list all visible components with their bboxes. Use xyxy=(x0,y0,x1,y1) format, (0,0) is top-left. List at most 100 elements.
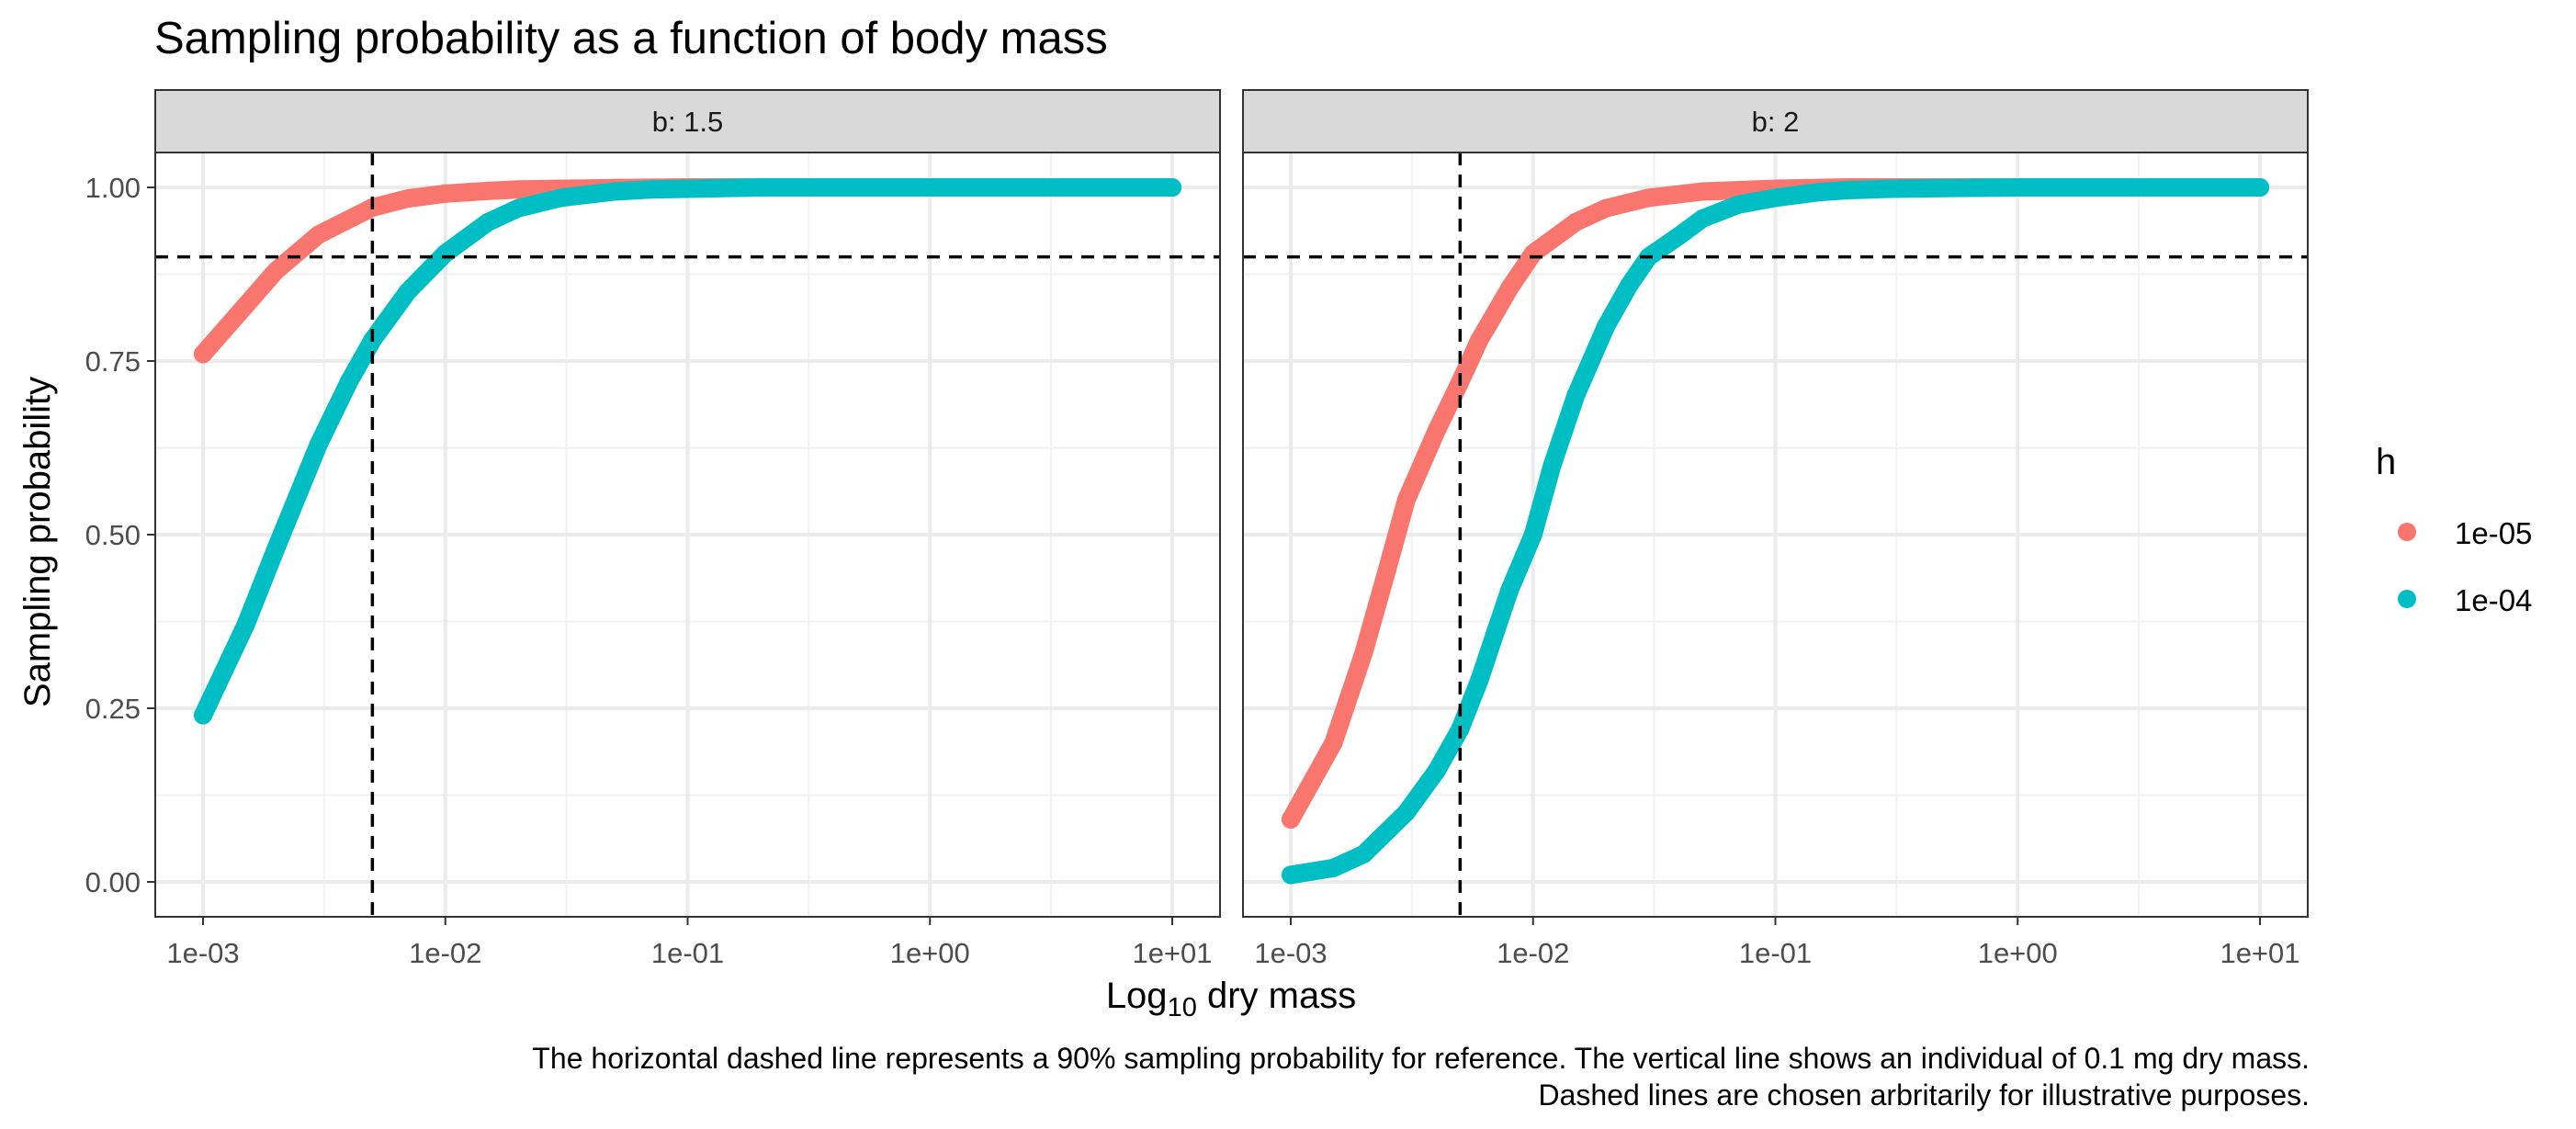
point-1e-04 xyxy=(2081,178,2100,197)
point-1e-05 xyxy=(309,225,328,244)
point-1e-05 xyxy=(1354,643,1373,662)
x-tick-label: 1e-03 xyxy=(166,937,239,969)
y-tick-label: 0.50 xyxy=(85,519,141,551)
x-tick-label: 1e-01 xyxy=(651,937,724,969)
point-1e-04 xyxy=(1620,275,1639,294)
legend-key-1e-04 xyxy=(2398,590,2416,608)
legend: h 1e-05 1e-04 xyxy=(2376,442,2532,617)
legend-key-1e-05 xyxy=(2398,523,2416,541)
point-1e-05 xyxy=(1427,421,1446,440)
point-1e-04 xyxy=(1566,386,1586,405)
x-tick-label: 1e-03 xyxy=(1254,937,1327,969)
point-1e-05 xyxy=(236,296,255,315)
x-tick-label: 1e-02 xyxy=(409,937,481,969)
point-1e-04 xyxy=(921,178,940,197)
point-1e-04 xyxy=(1427,762,1446,781)
point-1e-04 xyxy=(1881,179,1901,198)
point-1e-04 xyxy=(1486,622,1505,641)
point-1e-04 xyxy=(993,178,1012,197)
x-tick-label: 1e+01 xyxy=(2220,937,2299,969)
point-1e-04 xyxy=(266,539,286,559)
point-1e-04 xyxy=(398,282,417,301)
x-axis-label-prefix: Log xyxy=(1106,976,1168,1016)
point-1e-04 xyxy=(1935,178,1954,198)
point-1e-04 xyxy=(551,188,571,208)
x-axis-label-suffix: dry mass xyxy=(1197,976,1356,1016)
point-1e-04 xyxy=(640,180,660,199)
facet-panels: b: 1.5 1e-03 1e-02 1e-01 1e+00 1e+01 0.00 0.25 0… xyxy=(85,89,2309,969)
point-1e-04 xyxy=(1542,456,1562,475)
facet-0: b: 1.5 1e-03 1e-02 1e-01 1e+00 1e+01 0.00 0.25 0… xyxy=(85,89,1221,969)
y-tick-label: 0.75 xyxy=(85,345,141,378)
y-tick-label: 1.00 xyxy=(85,172,141,204)
point-1e-04 xyxy=(339,372,358,391)
caption-line-1: The horizontal dashed line represents a … xyxy=(532,1042,2310,1075)
facet-1: b: 2 1e-03 1e-02 1e-01 1e+00 1e+01 xyxy=(1242,89,2309,969)
facet-strip xyxy=(154,89,1221,153)
point-1e-05 xyxy=(1639,188,1658,208)
point-1e-05 xyxy=(1566,212,1586,231)
point-1e-04 xyxy=(2251,178,2269,197)
point-1e-04 xyxy=(194,706,212,725)
point-1e-04 xyxy=(1354,844,1373,864)
point-1e-05 xyxy=(398,189,417,209)
facet-strip-label: b: 2 xyxy=(1752,106,1800,138)
point-1e-04 xyxy=(1396,803,1416,822)
point-1e-05 xyxy=(509,180,528,199)
point-1e-04 xyxy=(1728,195,1747,214)
x-axis-label: Log10 dry mass xyxy=(1106,976,1356,1022)
legend-label-1e-04: 1e-04 xyxy=(2455,583,2532,617)
point-1e-05 xyxy=(1396,491,1416,510)
point-1e-04 xyxy=(479,212,498,231)
point-1e-04 xyxy=(678,179,697,198)
point-1e-04 xyxy=(1766,188,1785,208)
point-1e-04 xyxy=(1808,183,1827,202)
point-1e-04 xyxy=(751,178,770,197)
legend-label-1e-05: 1e-05 xyxy=(2455,516,2532,550)
point-1e-05 xyxy=(194,344,212,364)
point-1e-04 xyxy=(1470,671,1489,690)
point-1e-04 xyxy=(1282,865,1300,885)
series-1e-04 xyxy=(194,178,1181,725)
point-1e-05 xyxy=(1523,243,1542,263)
y-axis-label: Sampling probability xyxy=(17,377,58,707)
facet-strip-label: b: 1.5 xyxy=(652,106,724,138)
point-1e-04 xyxy=(309,435,328,454)
y-tick-label: 0.00 xyxy=(85,866,141,898)
point-1e-04 xyxy=(1163,178,1181,197)
point-1e-05 xyxy=(1486,303,1505,322)
point-1e-05 xyxy=(1597,198,1616,218)
chart-title: Sampling probability as a function of bo… xyxy=(154,14,1108,63)
point-1e-04 xyxy=(605,182,625,201)
point-1e-04 xyxy=(2008,178,2028,197)
point-1e-04 xyxy=(1597,317,1616,336)
x-tick-label: 1e+00 xyxy=(890,937,970,969)
x-tick-label: 1e-02 xyxy=(1497,937,1569,969)
point-1e-05 xyxy=(1470,331,1489,350)
point-1e-05 xyxy=(479,181,498,200)
point-1e-04 xyxy=(1838,181,1858,200)
point-1e-04 xyxy=(435,243,455,263)
x-tick-label: 1e+01 xyxy=(1132,937,1212,969)
point-1e-04 xyxy=(509,198,528,218)
point-1e-04 xyxy=(1324,858,1343,877)
point-1e-04 xyxy=(1669,226,1689,245)
point-1e-05 xyxy=(435,184,455,203)
y-tick-label: 0.25 xyxy=(85,693,141,725)
legend-title: h xyxy=(2376,442,2396,482)
point-1e-05 xyxy=(1693,182,1712,201)
x-tick-label: 1e-01 xyxy=(1739,937,1812,969)
facet-strip xyxy=(1242,89,2309,153)
point-1e-05 xyxy=(266,261,286,280)
point-1e-04 xyxy=(1090,178,1109,197)
point-1e-04 xyxy=(1693,209,1712,229)
point-1e-04 xyxy=(847,178,866,197)
point-1e-04 xyxy=(1523,525,1542,544)
point-1e-04 xyxy=(2177,178,2197,197)
point-1e-05 xyxy=(1500,278,1520,298)
point-1e-05 xyxy=(1377,559,1396,579)
point-1e-05 xyxy=(1324,733,1343,752)
caption-line-2: Dashed lines are chosen arbritarily for … xyxy=(1539,1078,2310,1112)
x-axis-label-subscript: 10 xyxy=(1168,993,1197,1022)
